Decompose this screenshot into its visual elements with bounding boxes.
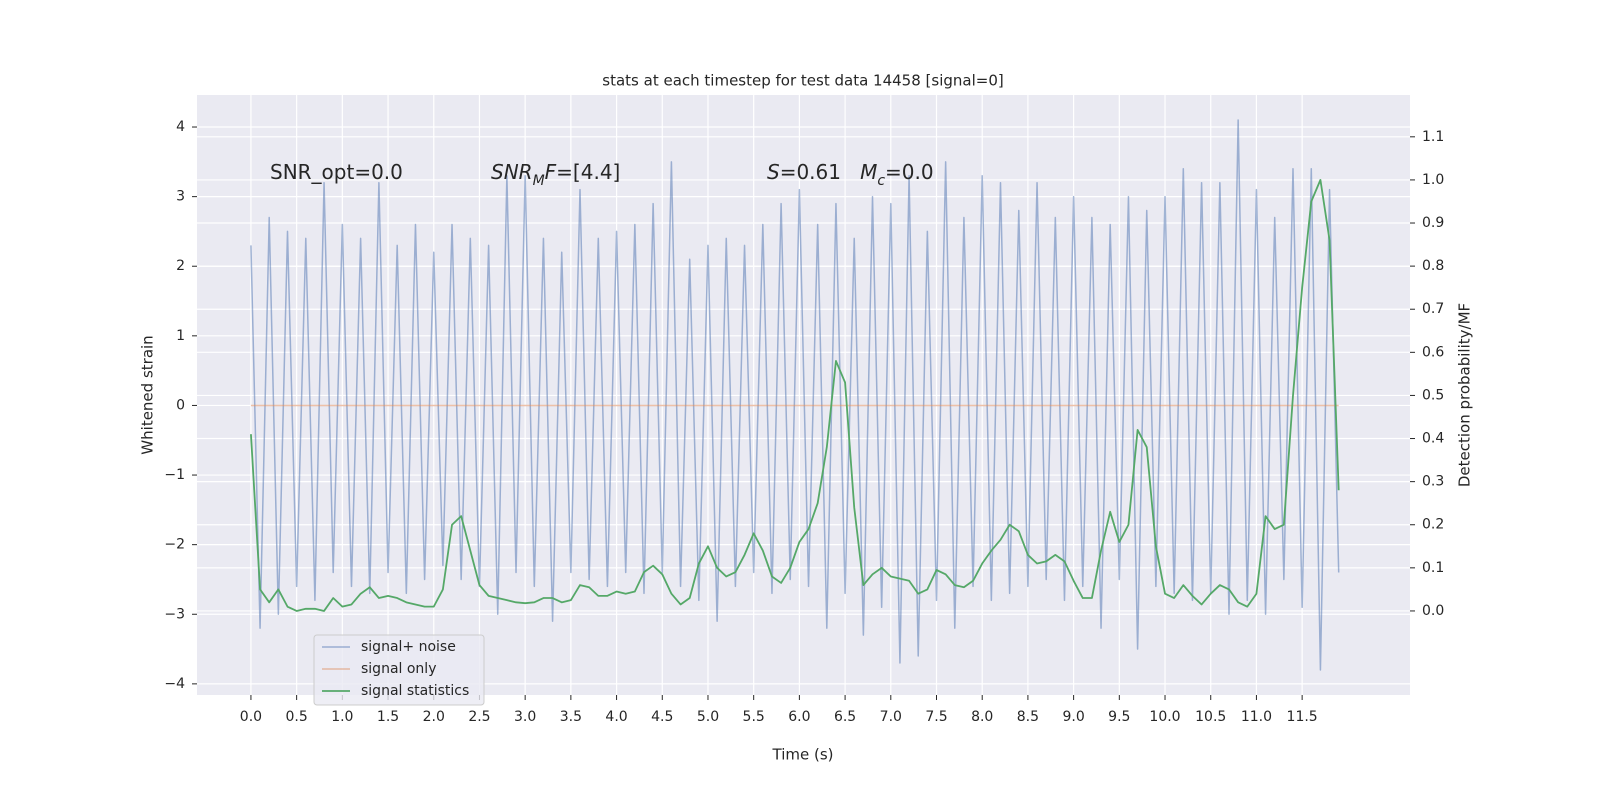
y-tick-label: −3 xyxy=(164,606,185,622)
annotation: SNR_opt=0.0 xyxy=(270,160,403,184)
y-tick-label: 1 xyxy=(176,328,185,344)
annotation: S=0.61 Mc=0.0 xyxy=(767,160,934,190)
y-axis-label: Whitened strain xyxy=(139,335,157,454)
legend-label: signal+ noise xyxy=(361,639,456,655)
y-tick-label: 3 xyxy=(176,189,185,205)
y2-tick-label: 0.5 xyxy=(1422,387,1444,403)
legend-label: signal statistics xyxy=(361,683,469,699)
x-tick-label: 1.0 xyxy=(331,709,353,725)
x-tick-label: 4.5 xyxy=(651,709,673,725)
x-tick-label: 5.0 xyxy=(697,709,719,725)
y-tick-label: −1 xyxy=(164,467,185,483)
x-tick-label: 8.5 xyxy=(1017,709,1039,725)
y2-tick-label: 0.6 xyxy=(1422,344,1444,360)
y-tick-label: −4 xyxy=(164,676,185,692)
annotation: SNRMF=[4.4] xyxy=(491,160,620,190)
x-tick-label: 10.5 xyxy=(1195,709,1226,725)
x-tick-label: 2.5 xyxy=(468,709,490,725)
x-tick-label: 2.0 xyxy=(423,709,445,725)
x-tick-label: 9.0 xyxy=(1062,709,1084,725)
legend-label: signal only xyxy=(361,661,436,677)
x-tick-label: 9.5 xyxy=(1108,709,1130,725)
annotation-part: SNR xyxy=(491,160,533,184)
y2-tick-label: 0.0 xyxy=(1422,603,1444,619)
annotation-part: =0.0 xyxy=(885,160,934,184)
annotation-part: =0.61 xyxy=(780,160,860,184)
x-tick-label: 0.0 xyxy=(240,709,262,725)
x-tick-label: 3.0 xyxy=(514,709,536,725)
x-tick-label: 7.5 xyxy=(925,709,947,725)
y-tick-label: −2 xyxy=(164,537,185,553)
x-tick-label: 11.0 xyxy=(1241,709,1272,725)
annotation-part: SNR_opt=0.0 xyxy=(270,160,403,184)
series-line xyxy=(250,119,1340,671)
x-tick-label: 8.0 xyxy=(971,709,993,725)
y2-tick-label: 0.1 xyxy=(1422,560,1444,576)
annotation-part: F xyxy=(545,160,557,184)
y2-tick-label: 0.2 xyxy=(1422,517,1444,533)
x-tick-label: 1.5 xyxy=(377,709,399,725)
y2-axis-label: Detection probability/MF xyxy=(1456,303,1474,487)
x-tick-label: 7.0 xyxy=(880,709,902,725)
annotation-part: =[4.4] xyxy=(556,160,620,184)
y2-tick-label: 0.9 xyxy=(1422,215,1444,231)
y2-tick-label: 0.3 xyxy=(1422,474,1444,490)
annotation-part: M xyxy=(860,160,877,184)
x-tick-label: 5.5 xyxy=(743,709,765,725)
annotation-part: c xyxy=(877,173,885,189)
y2-tick-label: 1.1 xyxy=(1422,129,1444,145)
x-axis-label: Time (s) xyxy=(772,746,834,764)
x-tick-label: 6.0 xyxy=(788,709,810,725)
x-tick-label: 0.5 xyxy=(286,709,308,725)
y-tick-label: 2 xyxy=(176,258,185,274)
annotation-part: M xyxy=(533,173,545,189)
x-tick-label: 6.5 xyxy=(834,709,856,725)
chart-title: stats at each timestep for test data 144… xyxy=(602,72,1003,90)
series-line xyxy=(250,179,1340,612)
y-tick-label: 4 xyxy=(176,119,185,135)
y2-tick-label: 0.4 xyxy=(1422,431,1444,447)
legend-box xyxy=(313,634,485,706)
x-tick-label: 11.5 xyxy=(1287,709,1318,725)
y2-tick-label: 0.8 xyxy=(1422,258,1444,274)
y2-tick-label: 0.7 xyxy=(1422,301,1444,317)
x-tick-label: 10.0 xyxy=(1149,709,1180,725)
y2-tick-label: 1.0 xyxy=(1422,172,1444,188)
y-tick-label: 0 xyxy=(176,397,185,413)
annotation-part: S xyxy=(767,160,780,184)
x-tick-label: 3.5 xyxy=(560,709,582,725)
x-tick-label: 4.0 xyxy=(605,709,627,725)
